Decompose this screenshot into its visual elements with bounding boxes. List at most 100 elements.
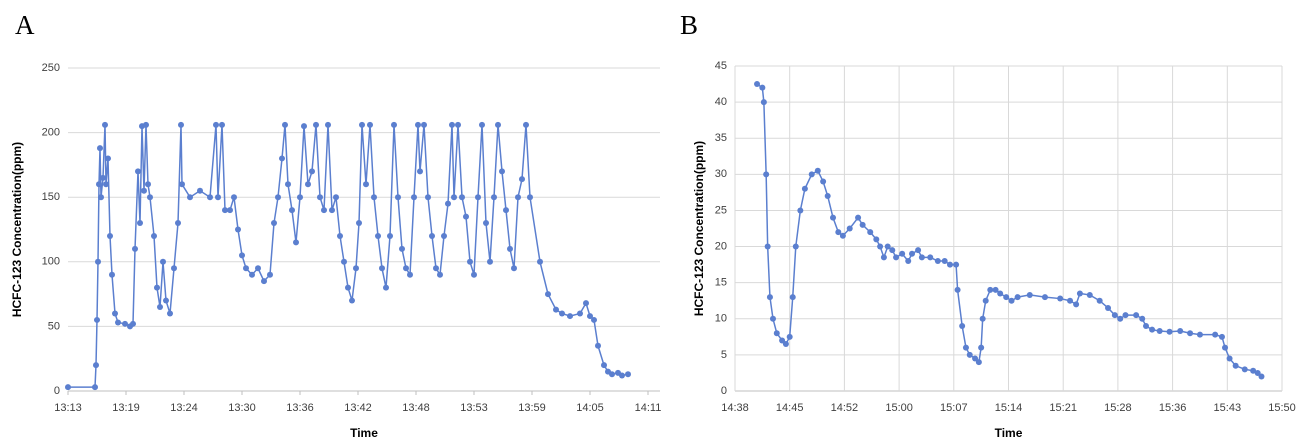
y-axis-title: HCFC-123 Concentration(ppm) bbox=[10, 142, 24, 317]
x-tick-label: 15:36 bbox=[1159, 402, 1187, 414]
data-point bbox=[231, 194, 237, 201]
y-tick-label: 5 bbox=[721, 349, 727, 361]
data-point bbox=[96, 181, 102, 188]
data-point bbox=[297, 194, 303, 201]
data-point bbox=[222, 207, 228, 214]
panel-label: B bbox=[680, 10, 698, 40]
data-point bbox=[301, 123, 307, 130]
data-point bbox=[107, 232, 113, 239]
data-point bbox=[239, 252, 245, 259]
data-point bbox=[130, 320, 136, 327]
data-point bbox=[801, 185, 808, 192]
y-tick-label: 45 bbox=[715, 60, 727, 72]
data-point bbox=[966, 351, 973, 358]
data-point bbox=[94, 316, 100, 323]
data-point bbox=[899, 250, 906, 257]
data-point bbox=[267, 271, 273, 278]
data-line bbox=[68, 124, 629, 388]
data-point bbox=[1226, 355, 1233, 362]
data-point bbox=[587, 313, 593, 320]
data-point bbox=[786, 333, 793, 340]
data-point bbox=[102, 121, 108, 128]
data-point bbox=[399, 245, 405, 252]
y-tick-label: 35 bbox=[715, 132, 727, 144]
x-tick-label: 14:52 bbox=[831, 402, 859, 414]
data-point bbox=[609, 371, 615, 378]
data-point bbox=[313, 121, 319, 128]
data-point bbox=[329, 207, 335, 214]
data-point bbox=[595, 342, 601, 349]
data-point bbox=[1187, 330, 1194, 337]
data-line bbox=[756, 83, 1263, 378]
data-point bbox=[271, 220, 277, 227]
y-axis-title: HCFC-123 Concentration(ppm) bbox=[692, 141, 706, 316]
data-point bbox=[1041, 294, 1048, 301]
data-point bbox=[915, 247, 922, 254]
data-point bbox=[475, 194, 481, 201]
data-point bbox=[213, 121, 219, 128]
data-point bbox=[889, 247, 896, 254]
data-point bbox=[1254, 369, 1261, 376]
data-point bbox=[918, 254, 925, 261]
data-point bbox=[353, 265, 359, 272]
panel-label: A bbox=[15, 10, 35, 40]
data-point bbox=[1177, 328, 1184, 335]
data-point bbox=[553, 306, 559, 313]
x-tick-label: 14:38 bbox=[721, 402, 749, 414]
data-point bbox=[219, 121, 225, 128]
data-point bbox=[147, 194, 153, 201]
data-point bbox=[160, 258, 166, 265]
data-point bbox=[975, 359, 982, 366]
y-tick-label: 150 bbox=[42, 191, 60, 203]
data-point bbox=[495, 121, 501, 128]
data-point bbox=[1149, 326, 1156, 333]
data-point bbox=[954, 286, 961, 293]
data-point bbox=[93, 362, 99, 369]
data-point bbox=[285, 181, 291, 188]
data-point bbox=[978, 344, 985, 351]
data-point bbox=[987, 286, 994, 293]
data-point bbox=[105, 155, 111, 162]
data-point bbox=[824, 193, 831, 199]
data-point bbox=[179, 181, 185, 188]
data-point bbox=[112, 310, 118, 317]
data-point bbox=[429, 232, 435, 239]
data-point bbox=[1008, 297, 1015, 304]
y-tick-label: 250 bbox=[42, 62, 60, 74]
data-point bbox=[293, 239, 299, 246]
data-point bbox=[523, 121, 529, 128]
data-point bbox=[115, 319, 121, 326]
data-point bbox=[135, 168, 141, 175]
data-point bbox=[1014, 294, 1021, 301]
x-tick-label: 13:59 bbox=[518, 402, 546, 414]
data-point bbox=[884, 243, 891, 250]
data-point bbox=[625, 371, 631, 378]
data-point bbox=[337, 232, 343, 239]
data-point bbox=[764, 243, 771, 250]
data-point bbox=[143, 121, 149, 128]
data-point bbox=[519, 176, 525, 183]
data-point bbox=[1196, 331, 1203, 338]
data-point bbox=[305, 181, 311, 188]
data-point bbox=[567, 313, 573, 320]
data-point bbox=[92, 384, 98, 391]
data-point bbox=[215, 194, 221, 201]
data-point bbox=[151, 232, 157, 239]
data-point bbox=[808, 171, 815, 178]
data-point bbox=[459, 194, 465, 201]
data-point bbox=[137, 220, 143, 227]
data-point bbox=[835, 229, 842, 236]
data-point bbox=[141, 187, 147, 194]
data-point bbox=[243, 265, 249, 272]
data-point bbox=[207, 194, 213, 201]
data-point bbox=[1218, 333, 1225, 340]
x-tick-label: 15:14 bbox=[995, 402, 1023, 414]
y-tick-label: 20 bbox=[715, 240, 727, 252]
data-point bbox=[1143, 323, 1150, 329]
x-tick-label: 13:42 bbox=[344, 402, 372, 414]
data-point bbox=[383, 284, 389, 291]
data-point bbox=[371, 194, 377, 201]
data-point bbox=[499, 168, 505, 175]
data-point bbox=[122, 320, 128, 327]
